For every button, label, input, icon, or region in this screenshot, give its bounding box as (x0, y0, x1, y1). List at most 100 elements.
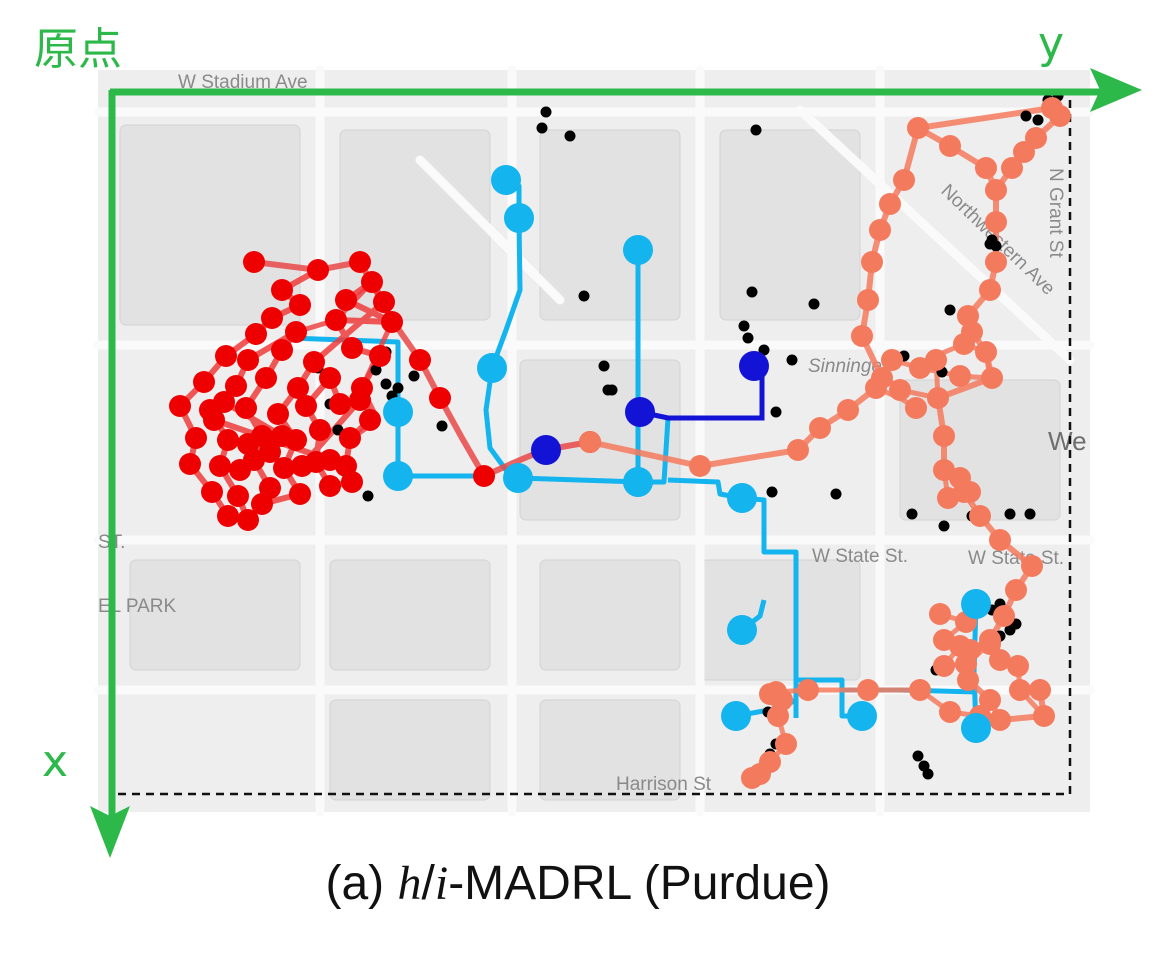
uav-node-6 (503, 463, 533, 493)
red-node-64 (473, 465, 495, 487)
salmon-node-7 (851, 325, 873, 347)
map-street-9 (415, 155, 565, 305)
salmon-node-67 (857, 679, 879, 701)
salmon-node-24 (927, 387, 949, 409)
uav-node-11 (847, 701, 877, 731)
red-node-59 (237, 433, 259, 455)
salmon-node-1 (689, 455, 711, 477)
red-node-17 (193, 371, 215, 393)
salmon-node-68 (909, 679, 931, 701)
red-node-18 (225, 375, 247, 397)
y-axis-arrow (1090, 68, 1142, 112)
salmon-node-10 (869, 219, 891, 241)
red-node-0 (307, 259, 329, 281)
poi-4 (1020, 110, 1032, 122)
red-node-31 (217, 429, 239, 451)
uav-path-5 (667, 477, 799, 718)
red-node-20 (287, 377, 309, 399)
red-node-54 (319, 449, 341, 471)
red-node-10 (285, 321, 307, 343)
caption-slash: / (421, 857, 435, 910)
street-label-harrison: Harrison St (616, 774, 712, 795)
salmon-node-17 (985, 211, 1007, 233)
salmon-node-13 (907, 117, 929, 139)
poi-15 (786, 354, 798, 366)
trajectory-nodes (169, 97, 1071, 789)
salmon-node-25 (933, 425, 955, 447)
poi-2 (564, 130, 576, 142)
red-node-46 (319, 475, 341, 497)
salmon-node-37 (989, 709, 1011, 731)
red-node-8 (261, 307, 283, 329)
salmon-node-15 (975, 157, 997, 179)
red-node-15 (341, 337, 363, 359)
red-node-43 (227, 485, 249, 507)
uav-node-8 (727, 483, 757, 513)
salmon-node-64 (1009, 679, 1031, 701)
red-node-3 (335, 289, 357, 311)
poi-14 (758, 344, 770, 356)
salmon-node-31 (1005, 579, 1027, 601)
red-node-49 (237, 509, 259, 531)
red-node-19 (255, 367, 277, 389)
uav-node-1 (504, 203, 534, 233)
red-node-51 (229, 459, 251, 481)
salmon-node-45 (889, 379, 911, 401)
salmon-node-3 (809, 417, 831, 439)
uav-node-0 (491, 165, 521, 195)
red-node-56 (349, 389, 371, 411)
salmon-node-11 (879, 193, 901, 215)
poi-26 (408, 370, 420, 382)
uav-dark-node-1 (625, 397, 655, 427)
map-building-5 (699, 559, 861, 681)
red-node-27 (295, 395, 317, 417)
red-node-37 (209, 455, 231, 477)
red-node-1 (361, 271, 383, 293)
uav-node-9 (727, 615, 757, 645)
uav-dark-node-2 (531, 435, 561, 465)
poi-9 (578, 290, 590, 302)
red-node-28 (329, 393, 351, 415)
poi-5 (1032, 114, 1044, 126)
red-node-39 (273, 457, 295, 479)
red-node-45 (289, 483, 311, 505)
street-label-grant: N Grant St (1045, 168, 1066, 258)
red-node-62 (409, 349, 431, 371)
poi-19 (944, 304, 956, 316)
poi-40 (830, 488, 842, 500)
street-label-sinninger: Sinninger (808, 356, 889, 377)
street-label-stadium: W Stadium Ave (178, 72, 308, 93)
salmon-node-55 (929, 603, 951, 625)
street-label-west: We (1048, 426, 1087, 456)
salmon-node-32 (993, 605, 1015, 627)
red-node-12 (237, 349, 259, 371)
poi-30 (602, 384, 614, 396)
poi-33 (436, 420, 448, 432)
poi-13 (742, 332, 754, 344)
salmon-node-48 (953, 333, 975, 355)
salmon-node-6 (871, 367, 893, 389)
origin-label: 原点 (34, 24, 122, 75)
red-node-35 (339, 427, 361, 449)
salmon-node-43 (1013, 141, 1035, 163)
salmon-node-49 (949, 365, 971, 387)
salmon-node-63 (1007, 655, 1029, 677)
poi-44 (1004, 508, 1016, 520)
red-node-57 (213, 391, 235, 413)
salmon-node-35 (957, 669, 979, 691)
salmon-node-36 (979, 689, 1001, 711)
red-node-26 (267, 403, 289, 425)
salmon-node-12 (893, 169, 915, 191)
salmon-node-76 (741, 767, 763, 789)
salmon-node-53 (959, 481, 981, 503)
map-street-8 (795, 105, 1075, 365)
salmon-node-54 (937, 487, 959, 509)
park-label: EL PARK (98, 596, 176, 617)
salmon-node-50 (909, 357, 931, 379)
uav-node-2 (623, 235, 653, 265)
red-node-63 (429, 387, 451, 409)
poi-18 (990, 240, 1002, 252)
poi-1 (536, 122, 548, 134)
map-building-6 (329, 559, 491, 671)
salmon-node-18 (985, 251, 1007, 273)
